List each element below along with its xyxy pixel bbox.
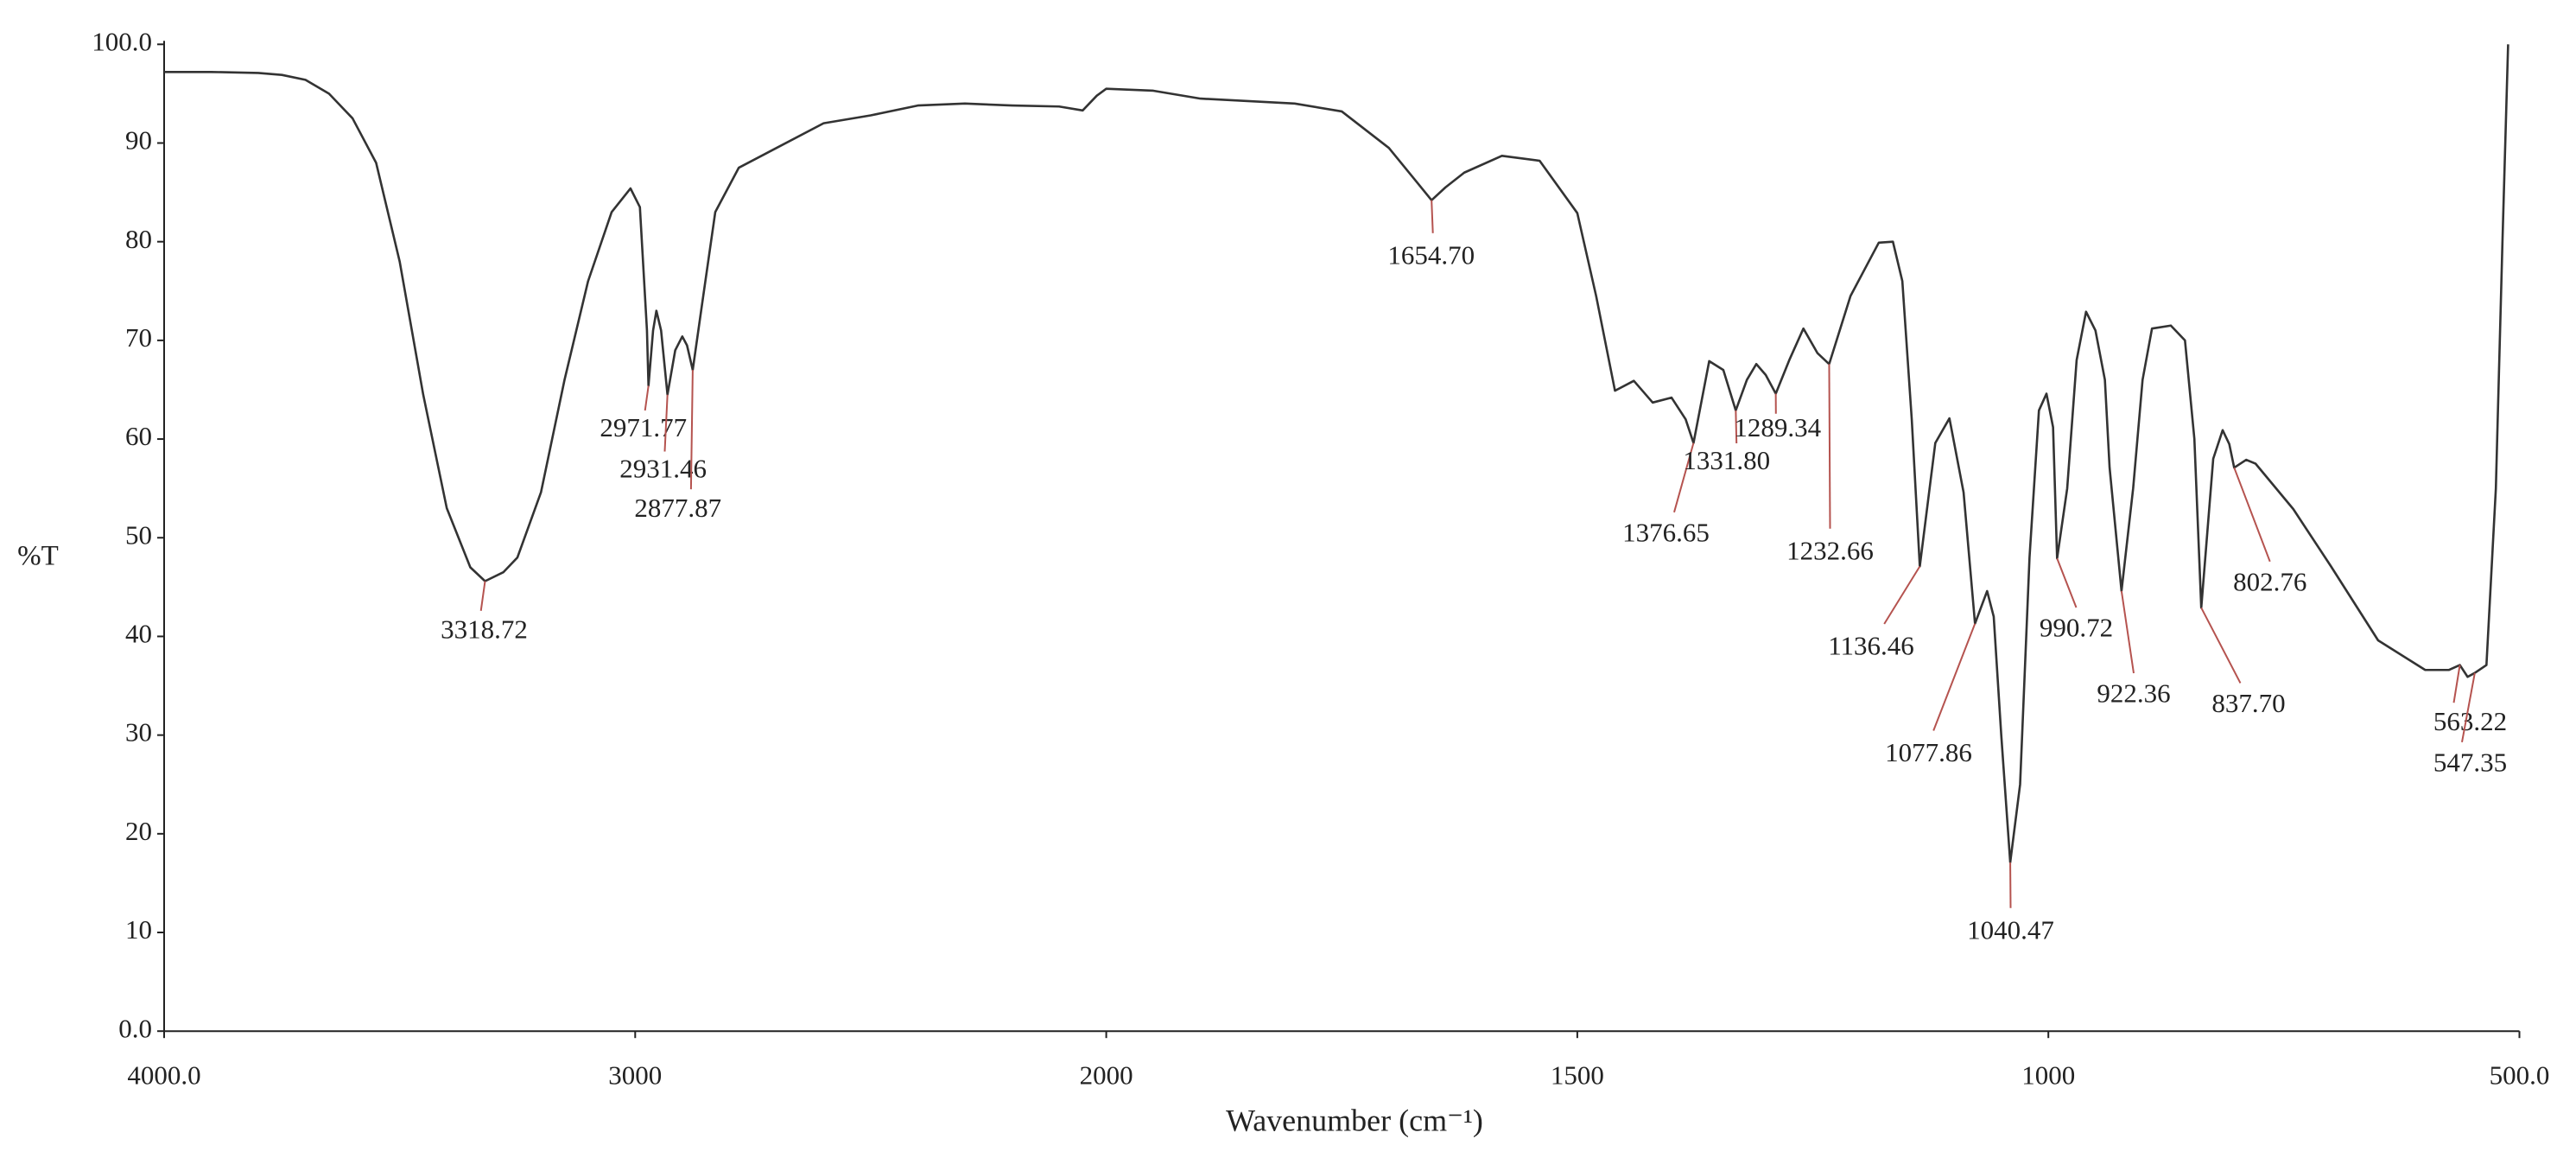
- y-tick-label: 70: [125, 322, 152, 353]
- y-tick-label: 10: [125, 914, 152, 945]
- x-tick-label: 500.0: [2490, 1059, 2550, 1090]
- peak-label: 1077.86: [1885, 737, 1972, 767]
- x-tick-label: 3000: [608, 1059, 662, 1090]
- peak-label: 1040.47: [1967, 914, 2054, 945]
- peak-label: 2931.46: [619, 453, 707, 483]
- x-tick-label: 4000.0: [127, 1059, 200, 1090]
- peak-label: 1331.80: [1683, 445, 1770, 475]
- y-tick-label: 0.0: [118, 1013, 152, 1043]
- y-tick-label: 60: [125, 421, 152, 451]
- y-tick-label: 80: [125, 224, 152, 254]
- peak-leader: [2201, 608, 2240, 683]
- y-tick-label: 40: [125, 619, 152, 649]
- peak-label: 3318.72: [441, 614, 528, 645]
- peak-leader: [2234, 468, 2269, 562]
- x-tick-label: 2000: [1080, 1059, 1133, 1090]
- peak-label: 563.22: [2433, 706, 2507, 736]
- peak-label: 1376.65: [1622, 518, 1710, 548]
- y-tick-label: 50: [125, 519, 152, 550]
- peak-label: 802.76: [2233, 567, 2306, 597]
- peak-leader: [1829, 364, 1830, 529]
- peak-leader: [1884, 566, 1919, 624]
- peak-leader: [481, 581, 485, 610]
- peak-label: 1654.70: [1387, 239, 1475, 270]
- peak-leader: [1431, 200, 1433, 233]
- peak-label: 2877.87: [634, 493, 721, 523]
- peak-label: 922.36: [2097, 678, 2170, 709]
- peak-label: 837.70: [2211, 688, 2285, 718]
- y-tick-label: 20: [125, 816, 152, 846]
- peak-leader: [645, 385, 649, 410]
- y-tick-label: 90: [125, 125, 152, 156]
- peak-leader: [2057, 558, 2076, 608]
- peak-label: 547.35: [2433, 748, 2507, 778]
- peak-label: 1289.34: [1734, 412, 1821, 442]
- peak-label: 1136.46: [1828, 631, 1914, 661]
- peak-leader: [1933, 624, 1975, 731]
- spectrum-line: [164, 44, 2508, 862]
- peak-label: 2971.77: [600, 412, 687, 442]
- y-tick-label: 30: [125, 717, 152, 748]
- peak-leader: [2454, 665, 2460, 703]
- x-tick-label: 1000: [2021, 1059, 2075, 1090]
- y-axis-title: %T: [17, 541, 59, 572]
- peak-label: 1232.66: [1786, 535, 1874, 565]
- peak-leader: [2122, 591, 2134, 673]
- y-tick-label: 100.0: [92, 26, 152, 56]
- peak-label: 990.72: [2040, 613, 2113, 643]
- x-axis-title: Wavenumber (cm⁻¹): [1226, 1103, 1483, 1137]
- x-tick-label: 1500: [1551, 1059, 1604, 1090]
